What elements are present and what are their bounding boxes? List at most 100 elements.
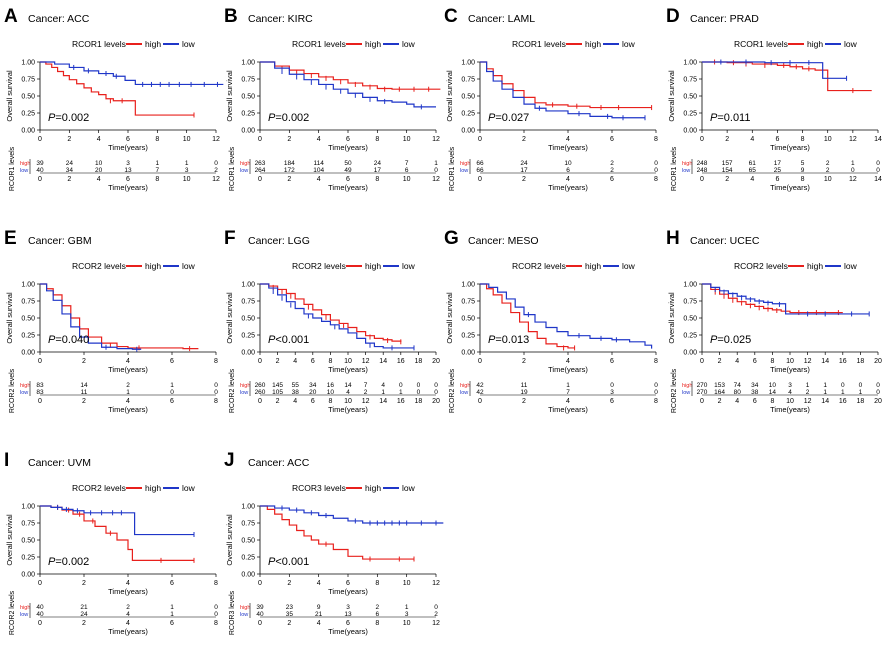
x-tick-label: 2	[287, 136, 291, 143]
risk-table-ylabel: RCOR1 levels	[449, 146, 456, 191]
risk-table: RCOR2 levels highlow4040021242244116008Ti…	[9, 590, 218, 636]
legend-low-label: low	[182, 39, 196, 49]
x-tick-label: 4	[750, 136, 754, 143]
risk-count-low: 2	[806, 389, 810, 396]
legend: RCOR2 levels high low	[292, 261, 416, 271]
x-tick-label: 4	[293, 358, 297, 365]
risk-count-high: 11	[521, 382, 528, 389]
risk-count-high: 1	[434, 160, 438, 167]
risk-x-tick-label: 2	[718, 398, 722, 405]
x-tick-label: 8	[328, 358, 332, 365]
legend-title: RCOR2 levels	[72, 261, 126, 271]
risk-count-high: 3	[346, 604, 350, 611]
risk-count-low: 1	[126, 389, 130, 396]
risk-x-tick-label: 6	[311, 398, 315, 405]
survival-curve-high	[480, 61, 652, 109]
y-tick-label: 0.50	[461, 94, 475, 101]
survival-curve-low	[480, 61, 645, 119]
y-tick-label: 0.25	[21, 555, 35, 562]
y-tick-label: 0.25	[241, 111, 255, 118]
risk-table-ylabel: RCOR1 levels	[9, 146, 16, 191]
risk-count-low: 40	[256, 611, 264, 618]
x-tick-label: 0	[478, 358, 482, 365]
legend-title: RCOR3 levels	[292, 483, 346, 493]
x-tick-label: 0	[700, 136, 704, 143]
y-axis-label: Overall survival	[5, 70, 14, 122]
y-tick-label: 0.00	[21, 572, 35, 579]
risk-x-tick-label: 16	[397, 398, 405, 405]
risk-x-tick-label: 6	[775, 176, 779, 183]
legend-low-label: low	[402, 483, 416, 493]
km-panel-i: I Cancer: UVM RCOR2 levels high low 0.00 0.25 0…	[0, 444, 222, 666]
km-panel-j: J Cancer: ACC RCOR3 levels high low 0.00 0.25 0…	[220, 444, 444, 666]
x-tick-label: 6	[610, 358, 614, 365]
y-tick-label: 0.75	[461, 299, 475, 306]
y-tick-label: 1.00	[21, 60, 35, 67]
chart-title: Cancer: LAML	[468, 13, 535, 25]
chart-title: Cancer: GBM	[28, 235, 92, 247]
chart-title: Cancer: PRAD	[690, 13, 759, 25]
y-axis-label: Overall survival	[5, 292, 14, 344]
legend-low-label: low	[402, 39, 416, 49]
risk-table: RCOR2 levels highlow8383014112214106008Ti…	[9, 368, 218, 414]
p-value: P=0.011	[710, 112, 750, 124]
legend-low-label: low	[182, 483, 196, 493]
risk-x-tick-label: 8	[654, 398, 658, 405]
risk-count-high: 34	[309, 382, 317, 389]
risk-x-tick-label: 10	[344, 398, 352, 405]
legend-high-label: high	[365, 39, 381, 49]
x-axis-label: Time(years)	[328, 587, 368, 596]
x-axis-label: Time(years)	[770, 143, 810, 152]
y-axis-label: Overall survival	[445, 292, 454, 344]
risk-count-high: 7	[364, 382, 368, 389]
survival-curve-low	[480, 283, 653, 349]
survival-curve-low	[702, 61, 847, 79]
legend-low-label: low	[844, 39, 858, 49]
risk-x-tick-label: 20	[874, 398, 882, 405]
x-tick-label: 2	[718, 358, 722, 365]
risk-count-low: 2	[364, 389, 368, 396]
risk-count-low: 17	[374, 167, 382, 174]
risk-x-axis-label: Time(years)	[328, 405, 368, 414]
risk-count-high: 10	[95, 160, 103, 167]
risk-count-low: 7	[566, 389, 570, 396]
risk-table: RCOR2 levels highlow4242011192174036008Ti…	[449, 368, 658, 414]
y-tick-label: 0.00	[241, 350, 255, 357]
risk-x-tick-label: 12	[212, 176, 220, 183]
risk-count-low: 83	[36, 389, 44, 396]
x-tick-label: 10	[403, 136, 411, 143]
x-tick-label: 6	[753, 358, 757, 365]
survival-curve-high	[260, 283, 402, 342]
risk-x-tick-label: 2	[287, 176, 291, 183]
x-tick-label: 10	[344, 358, 352, 365]
risk-x-tick-label: 0	[38, 620, 42, 627]
x-axis-label: Time(years)	[548, 143, 588, 152]
risk-x-tick-label: 6	[610, 398, 614, 405]
risk-x-tick-label: 10	[786, 398, 794, 405]
risk-row-high-label: high	[682, 161, 692, 167]
risk-count-low: 38	[751, 389, 759, 396]
risk-count-high: 260	[255, 382, 266, 389]
risk-count-high: 2	[826, 160, 830, 167]
risk-row-low-label: low	[240, 612, 248, 618]
risk-row-low-label: low	[682, 168, 690, 174]
p-value-number: <0.001	[275, 556, 309, 568]
x-axis-label: Time(years)	[108, 365, 148, 374]
risk-x-tick-label: 2	[67, 176, 71, 183]
risk-count-high: 4	[381, 382, 385, 389]
risk-count-low: 270	[697, 389, 708, 396]
y-tick-label: 1.00	[21, 504, 35, 511]
x-axis-label: Time(years)	[548, 365, 588, 374]
y-axis-label: Overall survival	[5, 514, 14, 566]
y-tick-label: 0.50	[461, 316, 475, 323]
risk-count-low: 7	[156, 167, 160, 174]
chart-title: Cancer: UVM	[28, 457, 91, 469]
risk-count-high: 0	[654, 382, 658, 389]
risk-count-low: 0	[434, 389, 438, 396]
y-tick-label: 0.00	[461, 350, 475, 357]
survival-curve-high	[40, 61, 194, 116]
risk-table: RCOR1 levels highlow394002434210204313617…	[9, 146, 220, 192]
